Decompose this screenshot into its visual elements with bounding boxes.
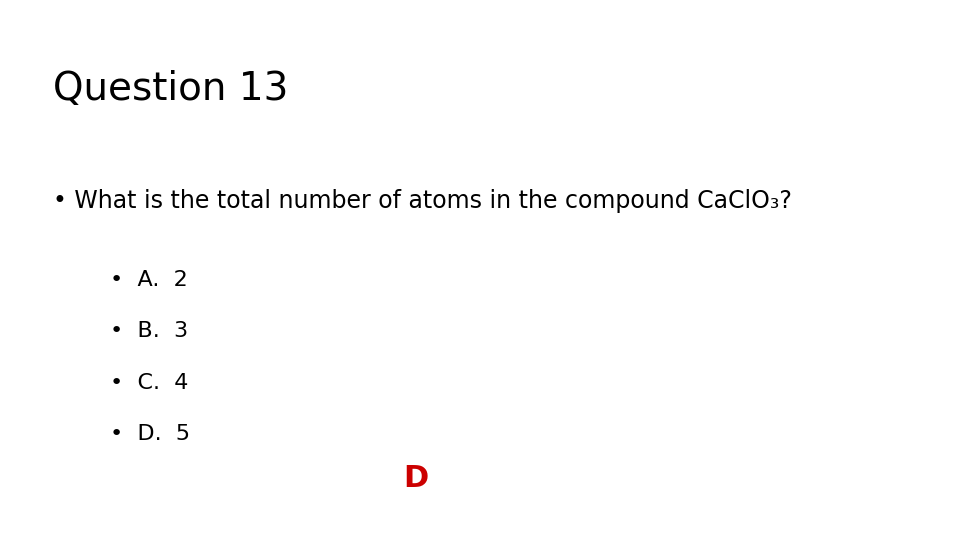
Text: • What is the total number of atoms in the compound CaClO₃?: • What is the total number of atoms in t… <box>53 189 792 213</box>
Text: •  D.  5: • D. 5 <box>110 424 190 444</box>
Text: •  B.  3: • B. 3 <box>110 321 188 341</box>
Text: •  A.  2: • A. 2 <box>110 270 188 290</box>
Text: D: D <box>403 464 428 494</box>
Text: •  C.  4: • C. 4 <box>110 373 189 393</box>
Text: Question 13: Question 13 <box>53 70 288 108</box>
